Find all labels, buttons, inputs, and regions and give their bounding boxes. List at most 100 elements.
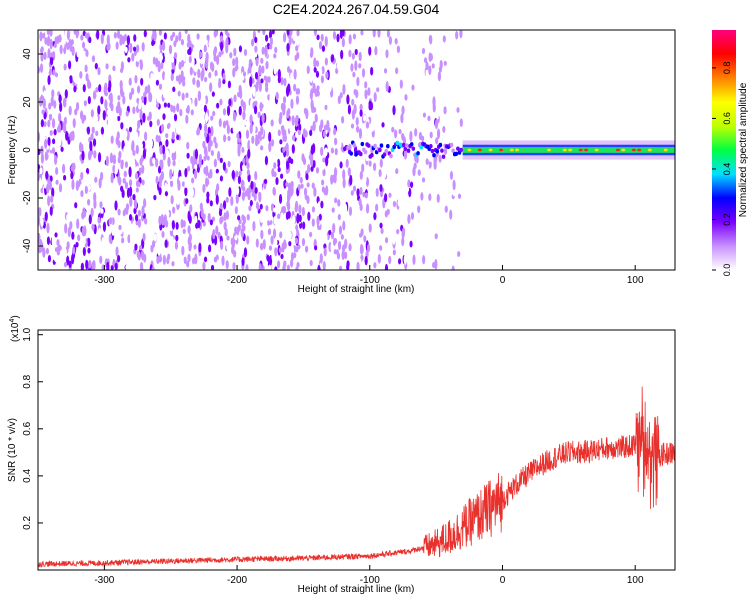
spectrogram-cell bbox=[277, 213, 281, 220]
spectrogram-cell bbox=[245, 110, 249, 122]
y-tick-label: 0 bbox=[22, 147, 33, 153]
carrier-peak bbox=[615, 148, 620, 152]
spectrogram-cell bbox=[155, 102, 160, 109]
spectrogram-cell bbox=[137, 119, 141, 129]
spectrogram-cell bbox=[210, 264, 215, 270]
spectrogram-cell bbox=[254, 208, 258, 218]
spectrogram-cell bbox=[127, 57, 131, 63]
spectrogram-cell bbox=[198, 242, 202, 253]
spectrogram-cell bbox=[279, 139, 283, 145]
spectrogram-cell bbox=[248, 205, 252, 212]
spectrogram-cell bbox=[365, 203, 370, 214]
spectrogram-cell bbox=[131, 140, 135, 150]
spectrogram-cell bbox=[250, 38, 255, 47]
spectrogram-cell bbox=[132, 106, 136, 115]
carrier-cell bbox=[358, 151, 363, 157]
spectrogram-cell bbox=[151, 40, 155, 47]
spectrogram-cell bbox=[355, 133, 359, 144]
spectrogram-cell bbox=[125, 264, 129, 270]
spectrogram-cell bbox=[368, 46, 372, 56]
spectrogram-cell bbox=[129, 42, 133, 54]
spectrogram-cell bbox=[182, 53, 186, 63]
spectrogram-cell bbox=[320, 33, 324, 42]
spectrogram-cell bbox=[364, 89, 368, 100]
spectrogram-cell bbox=[91, 55, 96, 63]
spectrogram-cell bbox=[356, 125, 360, 133]
spectrogram-cell bbox=[131, 158, 136, 167]
spectrogram-cell bbox=[172, 146, 176, 154]
spectrogram-cell bbox=[86, 116, 90, 127]
spectrogram-cell bbox=[373, 92, 377, 103]
spectrogram-cell bbox=[93, 192, 97, 203]
spectrogram-cell bbox=[196, 80, 201, 88]
carrier-peak bbox=[621, 148, 626, 152]
spectrogram-cell bbox=[310, 47, 314, 57]
spectrogram-cell bbox=[332, 237, 337, 246]
spectrogram-cell bbox=[294, 116, 298, 128]
spectrogram-cell bbox=[73, 76, 77, 83]
spectrogram-cell bbox=[351, 52, 355, 60]
spectrogram-cell bbox=[98, 84, 102, 93]
spectrogram-cell bbox=[365, 121, 370, 129]
spectrogram-cell bbox=[40, 46, 44, 53]
carrier-cell bbox=[384, 148, 389, 154]
spectrogram-cell bbox=[431, 255, 435, 265]
spectrogram-cell bbox=[227, 80, 232, 89]
spectrogram-cell bbox=[139, 109, 143, 121]
spectrogram-cell bbox=[392, 234, 396, 245]
spectrogram-cell bbox=[241, 191, 246, 201]
spectrogram-cell bbox=[322, 260, 326, 270]
spectrogram-cell bbox=[327, 104, 331, 112]
spectrogram-cell bbox=[348, 49, 352, 58]
spectrogram-cell bbox=[419, 60, 423, 67]
spectrogram-cell bbox=[63, 116, 67, 126]
spectrogram-cell bbox=[428, 193, 432, 201]
spectrogram-cell bbox=[368, 223, 372, 233]
spectrogram-cell bbox=[97, 216, 101, 224]
spectrogram-cell bbox=[127, 234, 131, 244]
spectrogram-cell bbox=[66, 30, 71, 41]
spectrogram-cell bbox=[61, 163, 66, 174]
spectrogram-cell bbox=[203, 104, 208, 113]
spectrogram-cell bbox=[112, 65, 116, 72]
spectrogram-cell bbox=[375, 187, 379, 198]
spectrogram-cell bbox=[138, 98, 142, 109]
spectrogram-cell bbox=[198, 153, 202, 163]
spectrogram-cell bbox=[287, 201, 291, 212]
spectrogram-cell bbox=[389, 80, 394, 86]
spectrogram-cell bbox=[283, 261, 287, 269]
spectrogram-cell bbox=[68, 60, 72, 70]
spectrogram-cell bbox=[358, 198, 362, 206]
spectrogram-cell bbox=[429, 131, 433, 139]
spectrogram-cell bbox=[97, 67, 101, 76]
carrier-cell bbox=[405, 143, 409, 148]
spectrogram-cell bbox=[449, 170, 454, 180]
spectrogram-cell bbox=[186, 152, 190, 159]
spectrogram-cell bbox=[407, 179, 411, 188]
spectrogram-cell bbox=[332, 223, 336, 234]
spectrogram-cell bbox=[366, 244, 371, 253]
spectrogram-cell bbox=[109, 217, 113, 225]
spectrogram-cell bbox=[49, 30, 53, 37]
spectrogram-cell bbox=[186, 260, 190, 268]
spectrogram-cell bbox=[112, 154, 116, 162]
spectrogram-cell bbox=[410, 212, 415, 220]
spectrogram-cell bbox=[379, 184, 383, 192]
spectrogram-cell bbox=[298, 214, 302, 223]
spectrogram-cell bbox=[68, 212, 72, 218]
spectrogram-cell bbox=[136, 250, 140, 259]
colorbar-gradient bbox=[712, 30, 736, 270]
spectrogram-cell bbox=[46, 183, 50, 194]
x-tick-label: 100 bbox=[627, 575, 644, 586]
spectrogram-cell bbox=[400, 113, 404, 124]
spectrogram-cell bbox=[194, 97, 198, 107]
snr-x-ticks: -300 -200 -100 0 100 bbox=[94, 565, 644, 586]
spectrogram-cell bbox=[365, 177, 370, 187]
spectrogram-cell bbox=[169, 179, 174, 188]
spectrogram-cell bbox=[104, 177, 108, 184]
carrier-cell bbox=[454, 151, 459, 156]
spectrogram-cell bbox=[219, 157, 223, 164]
spectrogram-cell bbox=[265, 185, 270, 195]
spectrogram-cell bbox=[342, 69, 346, 77]
spectrogram-cell bbox=[110, 102, 114, 112]
